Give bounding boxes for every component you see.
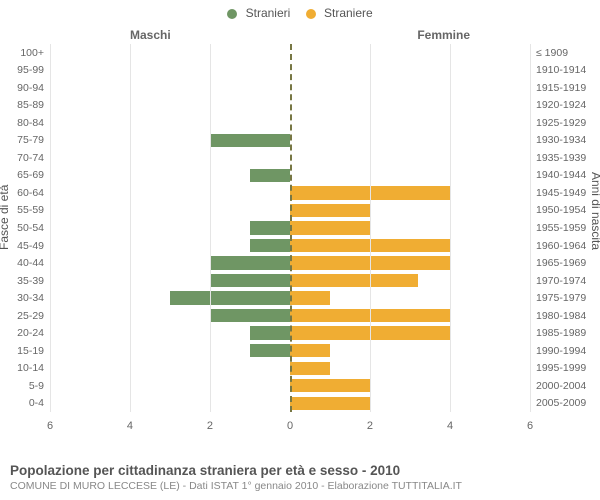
bar-female <box>290 379 370 392</box>
birth-year-label: 1970-1974 <box>536 275 586 287</box>
chart-footer: Popolazione per cittadinanza straniera p… <box>10 463 590 492</box>
birth-year-label: 1940-1944 <box>536 169 586 181</box>
side-title-female: Femmine <box>417 28 470 42</box>
x-tick-label: 4 <box>127 420 133 432</box>
footer-subtitle: COMUNE DI MURO LECCESE (LE) - Dati ISTAT… <box>10 480 590 492</box>
age-label: 35-39 <box>17 275 44 287</box>
gridline <box>130 44 131 412</box>
bar-female <box>290 274 418 287</box>
bar-male <box>210 256 290 269</box>
birth-year-label: 2000-2004 <box>536 380 586 392</box>
age-label: 85-89 <box>17 99 44 111</box>
bar-male <box>170 291 290 304</box>
birth-year-label: 1960-1964 <box>536 240 586 252</box>
age-label: 45-49 <box>17 240 44 252</box>
x-tick-label: 4 <box>447 420 453 432</box>
age-label: 95-99 <box>17 64 44 76</box>
x-tick-label: 6 <box>47 420 53 432</box>
age-label: 70-74 <box>17 152 44 164</box>
bar-male <box>250 344 290 357</box>
bar-male <box>210 274 290 287</box>
gridline <box>210 44 211 412</box>
bar-male <box>210 309 290 322</box>
gridline <box>530 44 531 412</box>
age-label: 25-29 <box>17 310 44 322</box>
legend-label-male: Stranieri <box>246 6 291 20</box>
birth-year-label: ≤ 1909 <box>536 47 568 59</box>
bar-male <box>250 169 290 182</box>
birth-year-label: 1945-1949 <box>536 187 586 199</box>
legend: Stranieri Straniere <box>0 6 600 20</box>
chart-wrapper: Stranieri Straniere Maschi Femmine Fasce… <box>0 0 600 500</box>
bar-male <box>210 134 290 147</box>
legend-item-female: Straniere <box>306 6 373 20</box>
age-label: 50-54 <box>17 222 44 234</box>
birth-year-label: 1965-1969 <box>536 257 586 269</box>
x-tick-label: 6 <box>527 420 533 432</box>
age-label: 75-79 <box>17 134 44 146</box>
age-label: 65-69 <box>17 169 44 181</box>
birth-year-label: 2005-2009 <box>536 397 586 409</box>
age-label: 20-24 <box>17 327 44 339</box>
birth-year-label: 1915-1919 <box>536 82 586 94</box>
age-label: 15-19 <box>17 345 44 357</box>
bar-male <box>250 326 290 339</box>
birth-year-label: 1935-1939 <box>536 152 586 164</box>
legend-item-male: Stranieri <box>227 6 290 20</box>
birth-year-label: 1930-1934 <box>536 134 586 146</box>
chart-area: 100+≤ 190995-991910-191490-941915-191985… <box>50 44 530 430</box>
birth-year-label: 1990-1994 <box>536 345 586 357</box>
side-title-male: Maschi <box>130 28 171 42</box>
y-axis-title-right: Anni di nascita <box>589 172 600 250</box>
legend-swatch-male <box>227 9 237 19</box>
birth-year-label: 1980-1984 <box>536 310 586 322</box>
age-label: 80-84 <box>17 117 44 129</box>
bar-female <box>290 291 330 304</box>
footer-title: Popolazione per cittadinanza straniera p… <box>10 463 590 478</box>
birth-year-label: 1985-1989 <box>536 327 586 339</box>
x-tick-label: 2 <box>207 420 213 432</box>
age-label: 0-4 <box>29 397 44 409</box>
bar-female <box>290 221 370 234</box>
gridline <box>370 44 371 412</box>
bar-female <box>290 344 330 357</box>
bar-male <box>250 221 290 234</box>
age-label: 55-59 <box>17 204 44 216</box>
bar-female <box>290 362 330 375</box>
bar-male <box>250 239 290 252</box>
age-label: 100+ <box>20 47 44 59</box>
age-label: 30-34 <box>17 292 44 304</box>
legend-label-female: Straniere <box>324 6 373 20</box>
birth-year-label: 1955-1959 <box>536 222 586 234</box>
birth-year-label: 1920-1924 <box>536 99 586 111</box>
birth-year-label: 1910-1914 <box>536 64 586 76</box>
age-label: 90-94 <box>17 82 44 94</box>
birth-year-label: 1950-1954 <box>536 204 586 216</box>
bar-female <box>290 204 370 217</box>
birth-year-label: 1995-1999 <box>536 362 586 374</box>
age-label: 60-64 <box>17 187 44 199</box>
x-tick-label: 2 <box>367 420 373 432</box>
gridline <box>50 44 51 412</box>
age-label: 40-44 <box>17 257 44 269</box>
y-axis-title-left: Fasce di età <box>0 185 11 250</box>
legend-swatch-female <box>306 9 316 19</box>
bar-female <box>290 397 370 410</box>
birth-year-label: 1975-1979 <box>536 292 586 304</box>
gridline <box>450 44 451 412</box>
center-axis-line <box>290 44 292 412</box>
x-tick-label: 0 <box>287 420 293 432</box>
birth-year-label: 1925-1929 <box>536 117 586 129</box>
age-label: 10-14 <box>17 362 44 374</box>
age-label: 5-9 <box>29 380 44 392</box>
